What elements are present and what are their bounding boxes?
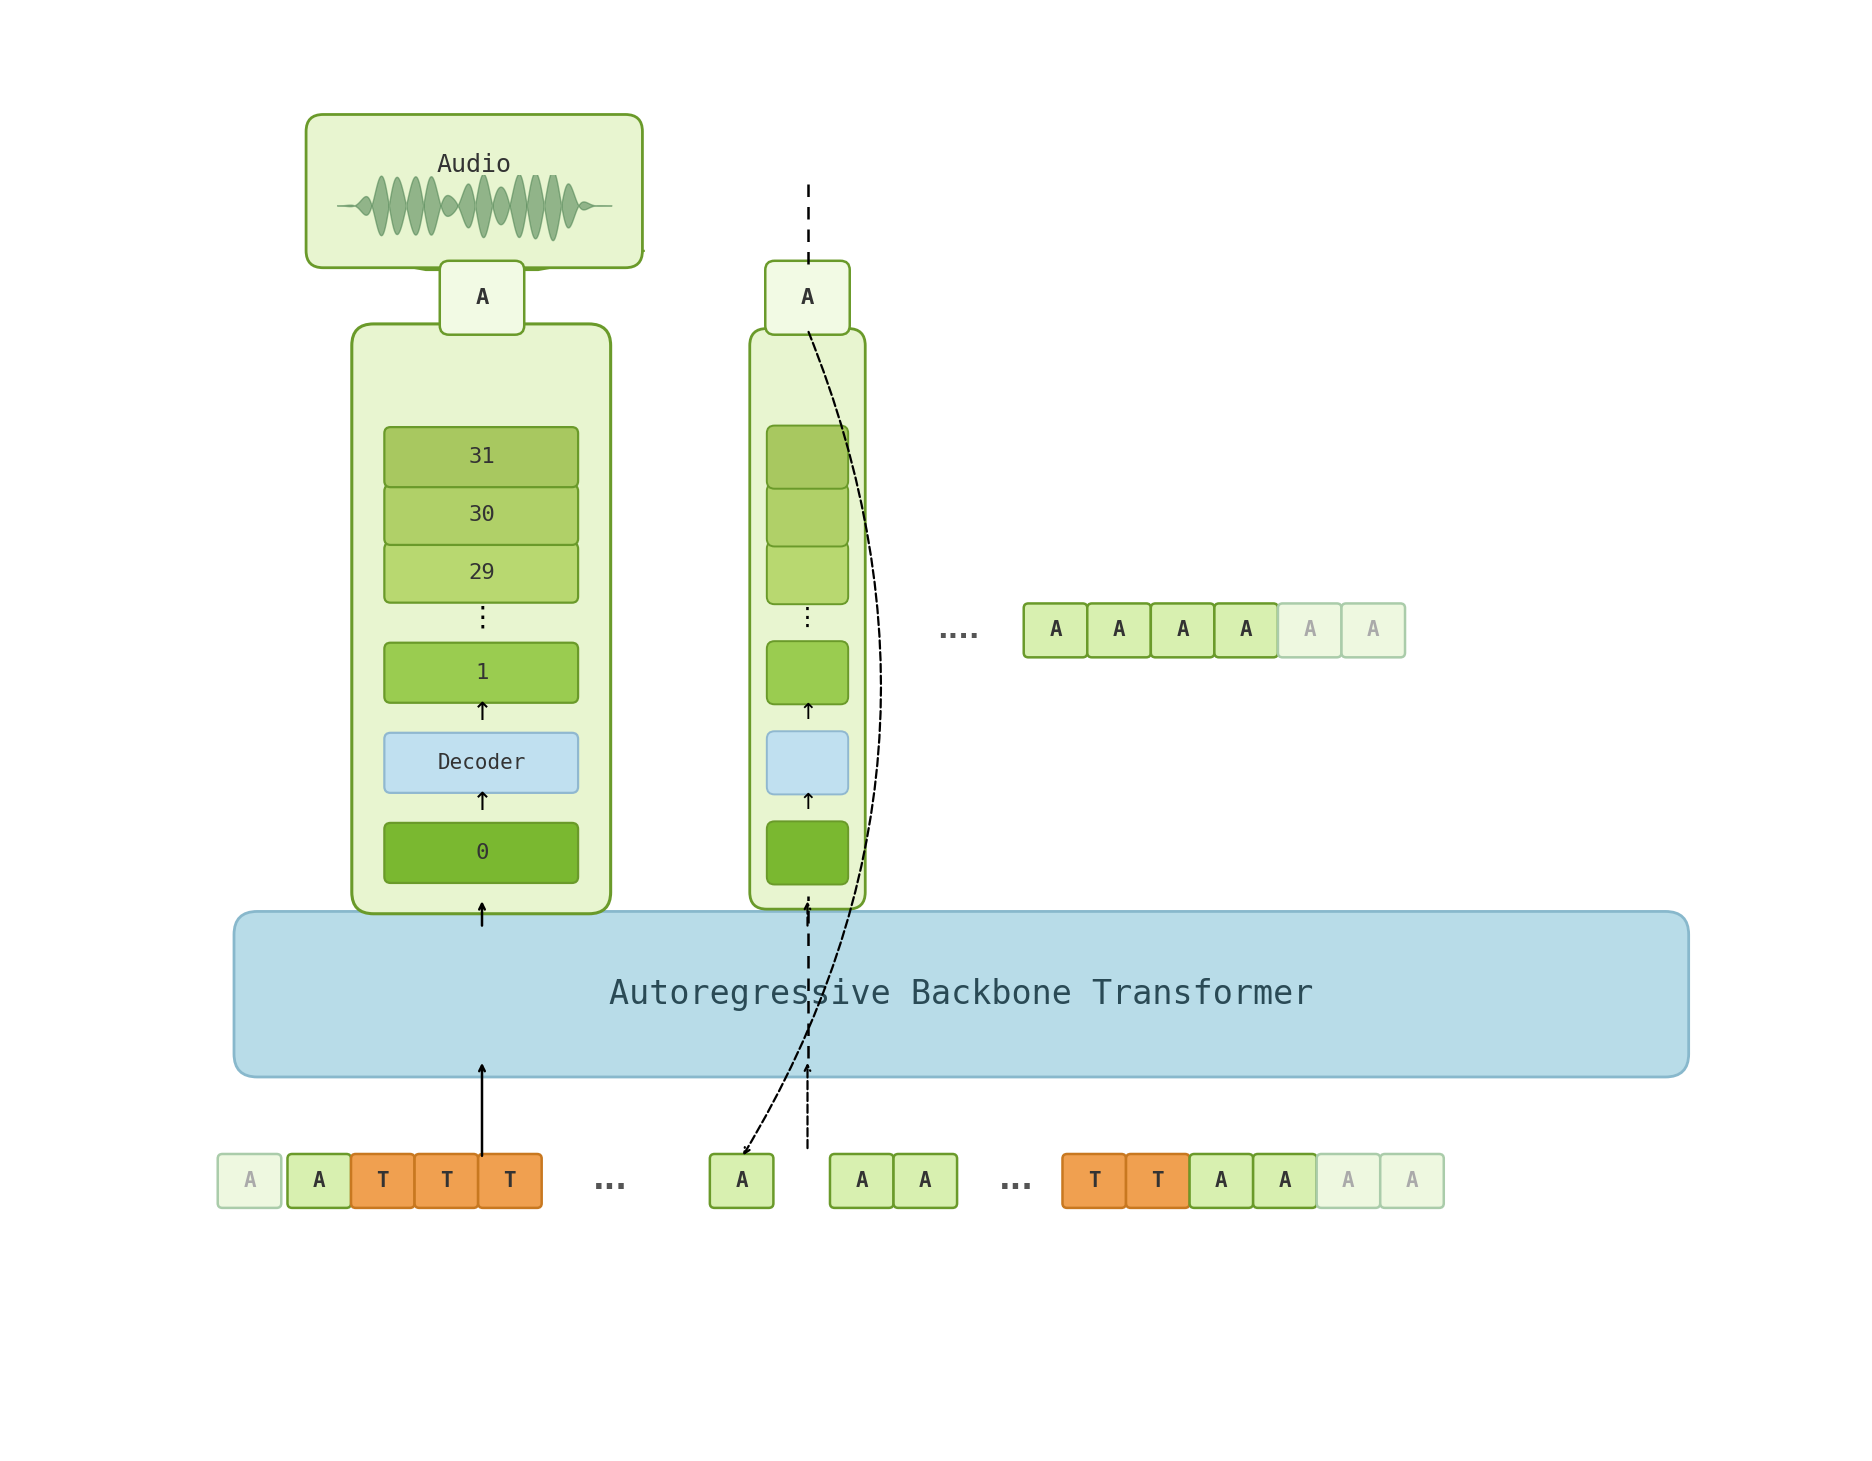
Text: 1: 1 [475,663,489,682]
Text: ...: ... [592,1166,627,1195]
FancyBboxPatch shape [1189,1154,1252,1208]
FancyBboxPatch shape [1063,1154,1127,1208]
Text: A: A [919,1170,932,1191]
Text: 0: 0 [475,843,489,863]
Text: ...: ... [1000,1166,1033,1195]
Text: A: A [1303,621,1316,640]
Text: ↑: ↑ [797,703,816,723]
FancyBboxPatch shape [414,1154,477,1208]
FancyBboxPatch shape [384,427,578,487]
FancyBboxPatch shape [1151,603,1215,657]
Text: A: A [1215,1170,1228,1191]
Text: A: A [1406,1170,1419,1191]
FancyBboxPatch shape [768,732,848,795]
FancyBboxPatch shape [384,485,578,545]
Text: A: A [475,288,489,308]
Text: A: A [1279,1170,1292,1191]
FancyBboxPatch shape [829,1154,893,1208]
FancyBboxPatch shape [1342,603,1406,657]
Text: A: A [243,1170,256,1191]
FancyBboxPatch shape [352,1154,414,1208]
FancyBboxPatch shape [440,262,524,335]
Text: A: A [1176,621,1189,640]
Text: T: T [504,1170,517,1191]
Text: ↑: ↑ [797,793,816,812]
Text: T: T [440,1170,453,1191]
FancyBboxPatch shape [1279,603,1342,657]
FancyBboxPatch shape [1316,1154,1380,1208]
Text: A: A [1367,621,1380,640]
Text: A: A [313,1170,326,1191]
Text: ⋮: ⋮ [796,606,820,630]
FancyBboxPatch shape [288,1154,352,1208]
FancyBboxPatch shape [1088,603,1151,657]
FancyBboxPatch shape [217,1154,281,1208]
Text: ⋮: ⋮ [468,603,496,631]
FancyBboxPatch shape [893,1154,957,1208]
Text: A: A [856,1170,869,1191]
FancyBboxPatch shape [384,733,578,793]
FancyBboxPatch shape [768,484,848,546]
FancyBboxPatch shape [709,1154,773,1208]
Text: T: T [376,1170,389,1191]
Text: 30: 30 [468,506,496,524]
Text: ....: .... [938,617,979,644]
Text: A: A [1048,621,1061,640]
Text: A: A [736,1170,749,1191]
Text: 31: 31 [468,447,496,468]
FancyBboxPatch shape [768,541,848,605]
FancyBboxPatch shape [307,114,642,267]
FancyBboxPatch shape [477,1154,541,1208]
Text: T: T [1151,1170,1164,1191]
FancyBboxPatch shape [768,821,848,884]
Text: Decoder: Decoder [438,752,526,773]
Text: Audio: Audio [436,153,511,177]
FancyBboxPatch shape [1127,1154,1189,1208]
Text: 29: 29 [468,562,496,583]
Polygon shape [320,251,644,270]
Text: A: A [1239,621,1252,640]
FancyBboxPatch shape [751,329,865,909]
FancyBboxPatch shape [768,425,848,489]
Text: A: A [1342,1170,1355,1191]
FancyBboxPatch shape [1024,603,1088,657]
Text: ↑: ↑ [472,701,492,725]
Text: A: A [801,288,814,308]
FancyBboxPatch shape [384,542,578,603]
FancyBboxPatch shape [384,823,578,882]
Text: A: A [1112,621,1125,640]
Text: T: T [1088,1170,1101,1191]
Text: ↑: ↑ [472,790,492,815]
FancyBboxPatch shape [384,643,578,703]
FancyBboxPatch shape [1380,1154,1443,1208]
FancyBboxPatch shape [1215,603,1279,657]
FancyBboxPatch shape [768,641,848,704]
Text: Autoregressive Backbone Transformer: Autoregressive Backbone Transformer [608,977,1314,1011]
FancyBboxPatch shape [352,324,610,913]
FancyBboxPatch shape [1252,1154,1316,1208]
FancyBboxPatch shape [234,912,1689,1077]
FancyBboxPatch shape [766,262,850,335]
